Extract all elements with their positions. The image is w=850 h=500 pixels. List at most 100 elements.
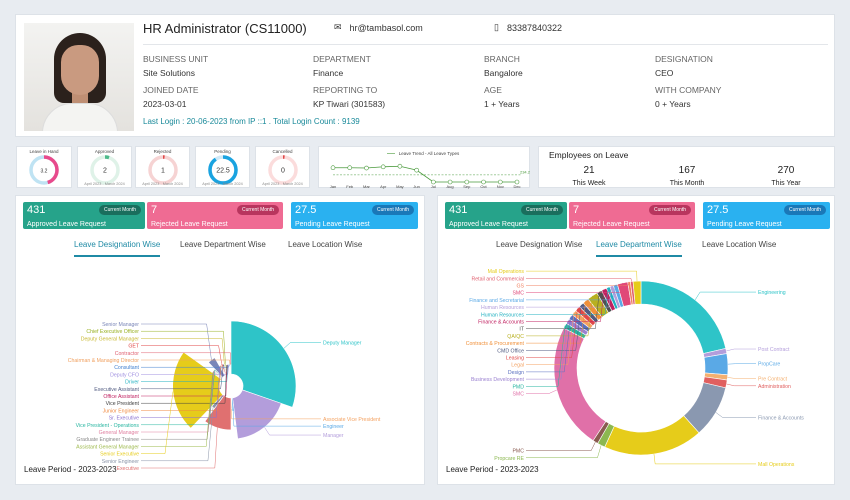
mini-card-approved: Approved 2 April 2023 - March 2024: [77, 146, 132, 188]
phone-contact: ▯ 83387840322: [494, 22, 562, 33]
tile-value: 7: [573, 204, 580, 216]
tab-leave-location-wise[interactable]: Leave Location Wise: [288, 240, 363, 249]
label-leader: [264, 427, 321, 436]
label-leader: [141, 407, 214, 462]
label-leader: [141, 372, 213, 447]
tile-label: Rejected Leave Request: [151, 221, 228, 228]
slice-mall-operations: [632, 280, 642, 305]
label-leader: [526, 278, 632, 282]
slice-label: Contracts & Procurement: [466, 341, 525, 347]
email-text[interactable]: hr@tambasol.com: [349, 22, 423, 33]
slice-label: SMC: [512, 392, 524, 398]
slice-label: Post Contract: [758, 347, 790, 353]
label-leader: [141, 352, 231, 365]
profile-photo: [24, 23, 134, 131]
label-leader: [526, 286, 612, 308]
stat-this-year: 270 This Year: [771, 165, 801, 187]
tile-label: Rejected Leave Request: [573, 221, 650, 228]
label-leader: [141, 364, 228, 397]
month-tick: Oct: [480, 184, 487, 189]
label-leader: [526, 282, 623, 293]
slice-label: PMC: [512, 449, 524, 455]
progress-ring: 2: [89, 155, 120, 185]
trend-line: [333, 165, 517, 183]
trend-point: [431, 179, 436, 185]
tile-rejected-leave-request[interactable]: 7 Current Month Rejected Leave Request: [569, 202, 695, 229]
label-leader: [526, 316, 571, 373]
slice-label: Office Assistant: [103, 394, 139, 400]
slice-label: Administration: [758, 384, 791, 390]
phone-text: 83387840322: [506, 22, 563, 33]
leave-trend-card: Leave Trend - All Leave Types 234.2 Jan Feb…: [318, 146, 531, 189]
label-leader: [526, 287, 609, 315]
trend-point: [330, 165, 336, 171]
tile-approved-leave-request[interactable]: 431 Current Month Approved Leave Request: [445, 202, 567, 229]
slice-contractor: [230, 364, 232, 375]
slice-label: Driver: [125, 380, 139, 386]
slice-label: Pre Contract: [758, 376, 788, 382]
current-month-badge: Current Month: [649, 205, 691, 215]
divider: [143, 44, 828, 45]
trend-point: [380, 164, 386, 170]
month-tick: Mar: [363, 184, 371, 189]
leave-department-panel: 431 Current Month Approved Leave Request…: [437, 195, 835, 485]
label-leader: [526, 308, 578, 358]
tile-value: 27.5: [295, 204, 317, 216]
label-leader: [694, 291, 756, 301]
employees-on-leave-card: Employees on Leave 21 This Week 167 This M…: [538, 146, 835, 188]
tab-leave-designation-wise[interactable]: Leave Designation Wise: [496, 240, 583, 249]
slice-label: Vice President - Operations: [76, 423, 140, 429]
leave-period: Leave Period - 2023-2023: [446, 465, 539, 474]
label-leader: [526, 281, 630, 286]
field-designation: Designation CEO: [655, 54, 713, 78]
tab-leave-location-wise[interactable]: Leave Location Wise: [702, 240, 777, 249]
mini-card-title: Cancelled: [272, 149, 293, 154]
label-leader: [526, 321, 568, 380]
label-leader: [653, 453, 756, 465]
label-leader: [141, 323, 212, 360]
tab-leave-department-wise[interactable]: Leave Department Wise: [180, 240, 266, 249]
tab-leave-designation-wise[interactable]: Leave Designation Wise: [74, 240, 161, 257]
label-leader: [526, 441, 596, 451]
slice-label: Executive Assistant: [94, 387, 139, 393]
field-branch: Branch Bangalore: [484, 54, 523, 78]
label-leader: [141, 365, 221, 418]
tile-value: 431: [27, 204, 46, 216]
mini-card-rejected: Rejected 1 April 2023 - March 2024: [135, 146, 190, 188]
employees-on-leave-title: Employees on Leave: [549, 150, 629, 160]
slice-label: Mall Operations: [758, 462, 795, 468]
slice-propcare: [703, 353, 729, 376]
trend-point: [481, 179, 486, 185]
employee-name: HR Administrator (CS11000): [143, 21, 307, 36]
trend-point: [364, 165, 369, 171]
field-department: Department Finance: [313, 54, 371, 78]
label-leader: [526, 445, 602, 459]
slice-label: Executive: [117, 466, 140, 472]
leave-trend-chart: Leave Trend - All Leave Types 234.2 Jan Feb…: [330, 151, 531, 189]
slice-label: General Manager: [99, 430, 140, 436]
slice-label: Design: [508, 370, 524, 376]
tile-approved-leave-request[interactable]: 431 Current Month Approved Leave Request: [23, 202, 145, 229]
tile-rejected-leave-request[interactable]: 7 Current Month Rejected Leave Request: [147, 202, 283, 229]
label-leader: [141, 364, 227, 404]
label-leader: [232, 411, 321, 427]
label-leader: [526, 304, 582, 351]
label-leader: [283, 342, 321, 349]
slice-label: Deputy General Manager: [81, 336, 140, 342]
label-leader: [141, 370, 215, 433]
progress-ring: 1: [147, 155, 178, 185]
slice-label: Junior Engineer: [103, 408, 140, 414]
label-leader: [141, 427, 218, 469]
mini-card-value: 3.2: [41, 169, 48, 175]
tile-pending-leave-request[interactable]: 27.5 Current Month Pending Leave Request: [703, 202, 830, 229]
trend-point: [447, 179, 453, 185]
tile-pending-leave-request[interactable]: 27.5 Current Month Pending Leave Request: [291, 202, 418, 229]
tile-label: Pending Leave Request: [707, 221, 782, 228]
trend-point: [414, 167, 419, 173]
label-leader: [726, 348, 756, 352]
tab-leave-department-wise[interactable]: Leave Department Wise: [596, 240, 682, 257]
tile-value: 7: [151, 204, 158, 216]
slice-label: Human Resources: [481, 312, 524, 318]
tile-label: Approved Leave Request: [27, 221, 106, 228]
trend-point: [497, 179, 503, 185]
